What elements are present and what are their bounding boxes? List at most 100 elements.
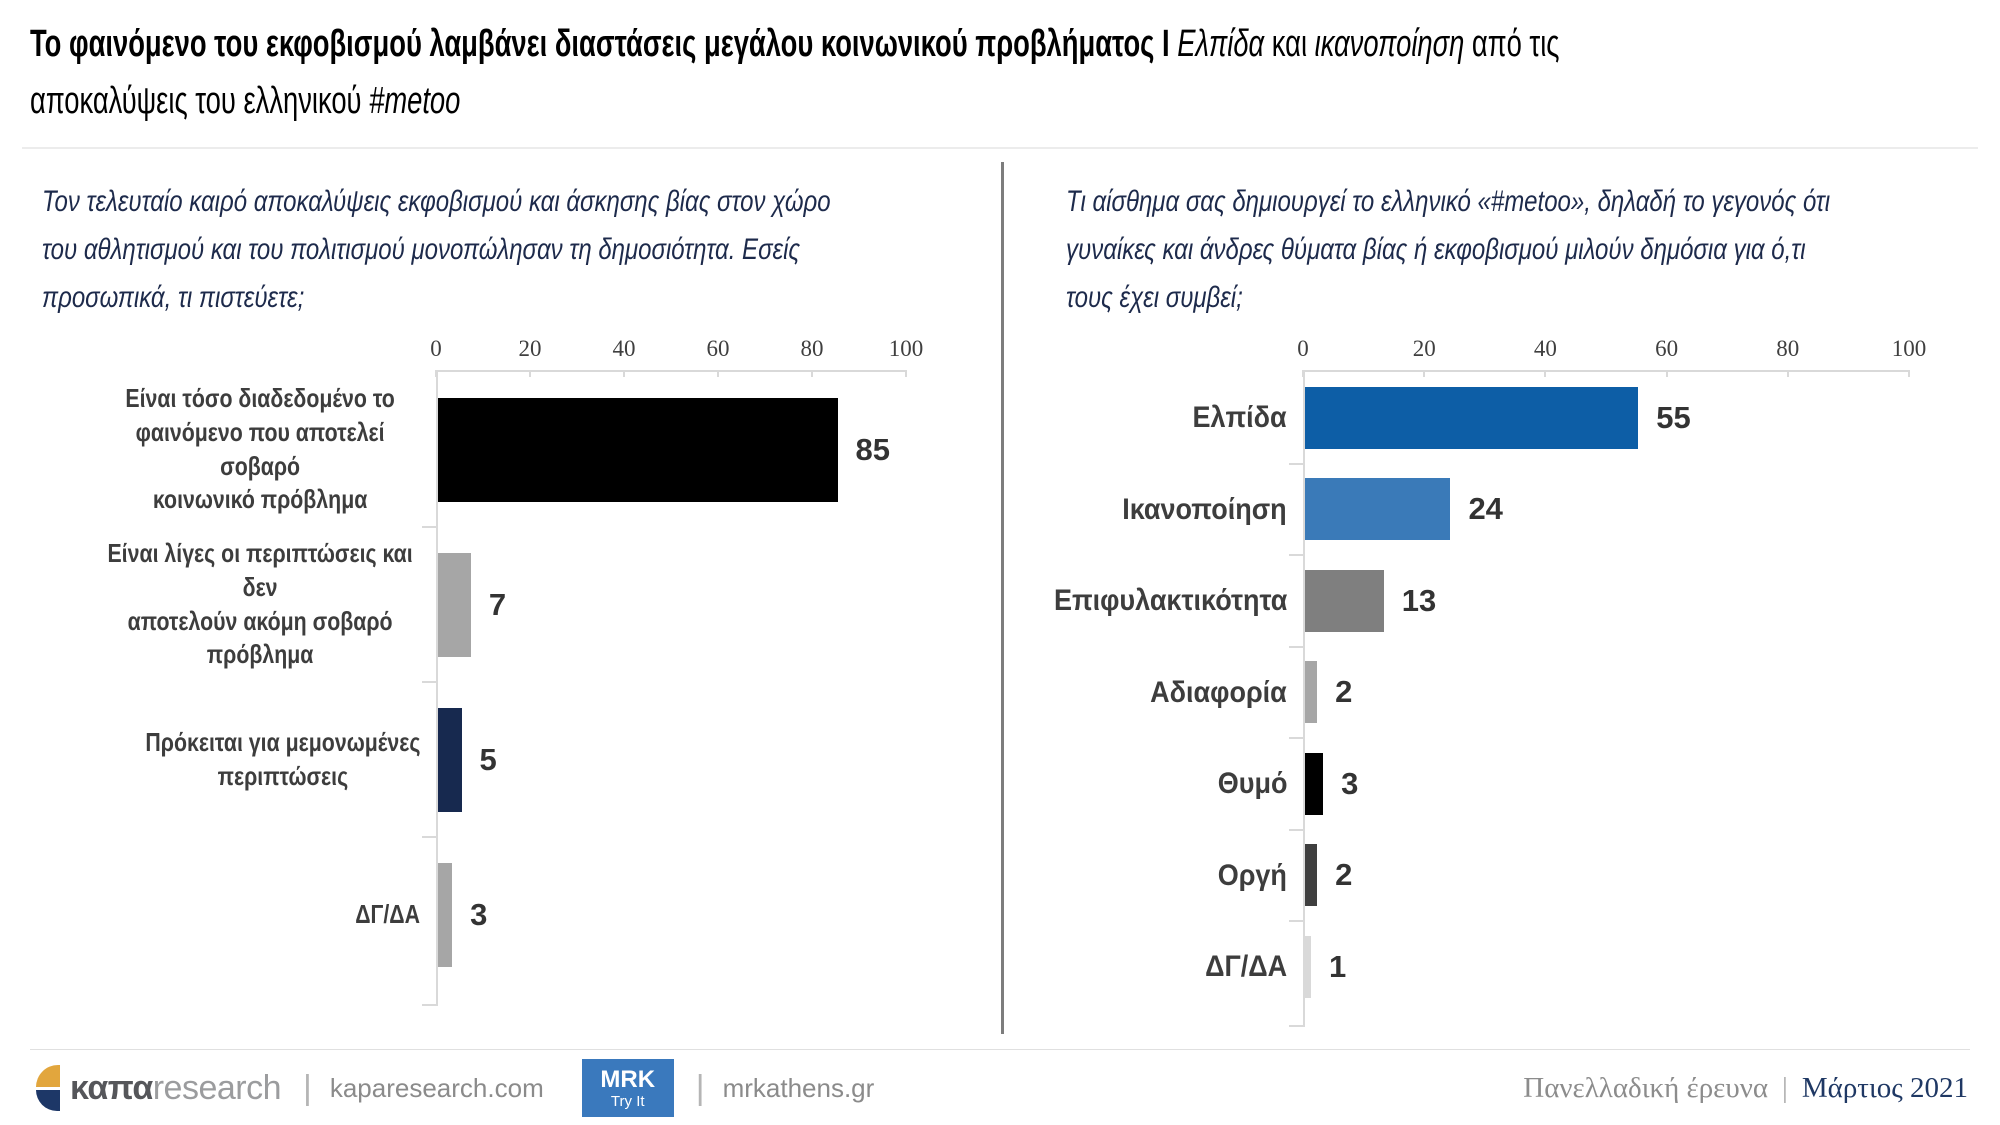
bar [1305,935,1312,998]
plot-cell: 13 [1289,554,1911,647]
value-label: 1 [1329,948,1347,984]
chart-row: Πρόκειται για μεμονωμένες περιπτώσεις 5 [30,681,908,837]
bar [438,397,838,502]
title-italic-2: ικανοποίηση [1314,23,1465,65]
category-cell [30,992,436,1006]
bar [438,707,462,812]
category-label: Είναι τόσο διαδεδομένο το φαινόμενο που … [125,382,395,515]
x-tick [1544,370,1547,377]
category-label: Θυμό [1217,767,1287,801]
chart-row: Θυμό 3 [1020,737,1911,830]
category-label: Αδιαφορία [1150,675,1287,709]
logo-yellow-quadrant [36,1065,60,1087]
y-axis-tick [1289,1024,1303,1027]
x-tick [623,370,625,377]
plot-cell: 2 [1289,645,1911,738]
value-label: 3 [1341,765,1359,801]
bar [1305,752,1324,815]
x-tick-label: 60 [706,336,730,361]
category-cell: Επιφυλακτικότητα [1020,555,1303,647]
chart-row: Ικανοποίηση 24 [1020,462,1911,555]
x-tick [717,370,719,377]
category-label: Επιφυλακτικότητα [1053,584,1287,618]
mrkathens-url[interactable]: mrkathens.gr [722,1072,875,1103]
plot-area: Είναι τόσο διαδεδομένο το φαινόμενο που … [30,372,908,1006]
x-tick [529,370,531,377]
category-label: ΔΓ/ΔΑ [1204,950,1287,984]
x-tick-label: 40 [1533,336,1557,361]
category-cell: Ελπίδα [1020,372,1303,464]
y-axis-tick [422,681,436,683]
brand-kapa: καπα [70,1068,153,1107]
x-tick-label: 0 [1297,336,1309,361]
survey-date: Μάρτιος 2021 [1801,1071,1968,1104]
chart-row: Οργή 2 [1020,828,1911,921]
chart-metoo-feeling: 0 20 40 60 80 100 Ελπίδα 55 Ικανοποίηση 24 Επιφυλ… [1020,332,1926,1027]
category-cell: ΔΓ/ΔΑ [1020,921,1303,1013]
x-tick [1665,370,1668,377]
axis-tail-row [1020,1012,1911,1027]
y-axis-tick [1289,554,1303,556]
vertical-panel-divider [1001,162,1004,1034]
x-tick-label: 60 [1655,336,1679,361]
x-tick-label: 0 [430,336,442,361]
title-italic-1: Ελπίδα [1177,23,1265,65]
axis-spacer [30,332,436,372]
bar [1305,569,1384,632]
category-cell: ΔΓ/ΔΑ [30,837,436,992]
x-tick-label: 20 [1412,336,1436,361]
question-left: Τον τελευταίο καιρό αποκαλύψεις εκφοβισμ… [42,185,831,314]
x-axis: 0 20 40 60 80 100 [1297,332,1926,377]
chart-row: Αδιαφορία 2 [1020,645,1911,738]
bar [1305,844,1318,907]
chart-row: Είναι λίγες οι περιπτώσεις και δεν αποτε… [30,526,908,682]
y-axis-tick [1289,737,1303,739]
footer-separator-3: | [1782,1071,1788,1104]
y-axis-tick [1289,462,1303,465]
chart-row: Επιφυλακτικότητα 13 [1020,554,1911,647]
axis-spacer [1020,332,1303,372]
category-label: Ελπίδα [1192,401,1287,435]
mrk-badge[interactable]: MRK Try It [581,1059,674,1117]
kapa-research-logo-icon [36,1065,60,1111]
value-label: 5 [479,741,497,777]
plot-cell: 24 [1289,462,1911,555]
value-label: 7 [488,586,507,622]
mrk-badge-subtitle: Try It [610,1093,645,1111]
plot-cell: 5 [422,681,908,837]
x-tick [905,370,907,377]
plot-cell: 2 [1289,828,1911,921]
category-label: Είναι λίγες οι περιπτώσεις και δεν αποτε… [107,537,413,670]
plot-cell: 3 [422,836,908,992]
x-tick-label: 80 [1776,336,1800,361]
x-tick [1423,370,1426,377]
x-axis-row: 0 20 40 60 80 100 [1020,332,1926,377]
y-axis-tick [422,526,436,528]
footer-survey-info: Πανελλαδική έρευνα | Μάρτιος 2021 [1523,1072,1968,1105]
top-divider-line [22,147,1978,149]
chart-bullying-opinion: 0 20 40 60 80 100 Είναι τόσο διαδεδομένο το φ… [30,332,923,1006]
x-tick-label: 40 [612,336,636,361]
category-cell: Είναι τόσο διαδεδομένο το φαινόμενο που … [30,372,436,527]
x-tick [1908,370,1910,377]
x-tick-label: 80 [800,336,824,361]
chart-row: ΔΓ/ΔΑ 3 [30,836,908,992]
plot-cell [1289,1012,1911,1027]
title-mid-1: και [1271,23,1308,65]
value-label: 3 [470,896,488,932]
category-cell [1020,1013,1303,1027]
footer-separator-1: | [303,1068,312,1107]
kaparesearch-url[interactable]: kaparesearch.com [329,1072,544,1103]
axis-tail-row [30,992,908,1006]
chart-row: ΔΓ/ΔΑ 1 [1020,920,1911,1013]
value-label: 2 [1335,857,1353,893]
x-tick [1786,370,1789,377]
y-axis-tick [1289,828,1303,831]
footer-divider-line [30,1049,1970,1050]
x-tick-label: 100 [1891,336,1927,361]
title-main: Το φαινόμενο του εκφοβισμού λαμβάνει δια… [30,23,1155,65]
value-label: 13 [1401,582,1437,618]
plot-cell: 85 [436,372,908,527]
value-label: 2 [1335,674,1353,710]
title-line-2: αποκαλύψεις του ελληνικού [30,80,362,122]
